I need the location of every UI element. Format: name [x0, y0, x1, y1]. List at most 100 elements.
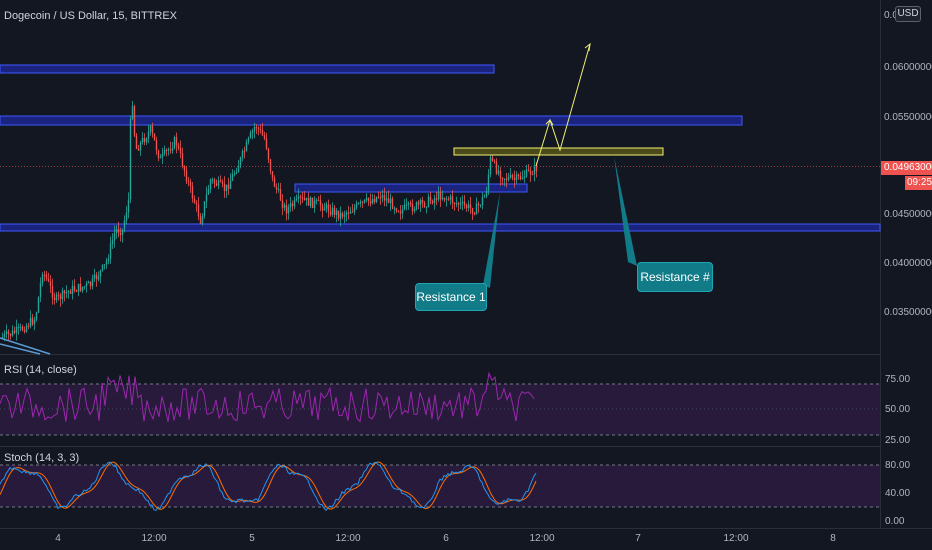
candle-body: [109, 243, 112, 259]
candle-body: [329, 211, 332, 215]
candle-body: [177, 145, 180, 148]
candle-body: [527, 169, 530, 171]
candle-body: [491, 157, 494, 161]
time-label: 12:00: [723, 533, 749, 544]
candle-body: [279, 189, 282, 201]
candle-body: [145, 138, 148, 143]
candle-body: [223, 183, 226, 192]
candle-body: [149, 125, 152, 132]
price-tick: 0.04500000: [884, 209, 932, 220]
candle-body: [351, 211, 354, 213]
candle-body: [47, 278, 50, 282]
candle-body: [127, 199, 130, 213]
projection-path[interactable]: [535, 43, 591, 167]
candle-body: [95, 274, 98, 280]
candle-body: [157, 150, 160, 159]
candle-body: [375, 196, 378, 203]
candle-body: [421, 200, 424, 203]
candle-body: [417, 202, 420, 205]
candle-body: [203, 201, 206, 216]
candle-body: [21, 326, 24, 331]
candle-body: [281, 200, 284, 208]
candle-body: [295, 198, 298, 200]
candle-body: [271, 171, 274, 178]
candle-body: [261, 130, 264, 136]
candle-body: [327, 204, 330, 212]
candle-body: [89, 281, 92, 287]
candle-body: [395, 208, 398, 212]
callout-resistance-1[interactable]: Resistance 1: [415, 283, 487, 311]
stoch-legend[interactable]: Stoch (14, 3, 3): [4, 452, 80, 464]
candle-body: [51, 286, 54, 298]
time-label: 12:00: [335, 533, 361, 544]
zone-top[interactable]: [0, 64, 495, 74]
candle-body: [123, 220, 126, 230]
trend-line-1[interactable]: [0, 337, 51, 355]
candle-body: [113, 233, 116, 241]
currency-button[interactable]: USD: [895, 6, 921, 22]
candle-body: [119, 232, 122, 235]
candle-body: [273, 177, 276, 187]
candle-body: [411, 203, 414, 212]
candle-body: [235, 172, 238, 174]
candle-body: [437, 191, 440, 200]
candle-body: [199, 216, 202, 224]
candle-body: [481, 197, 484, 206]
candle-body: [369, 201, 372, 204]
time-label: 7: [635, 533, 641, 544]
candle-body: [23, 330, 26, 332]
candle-body: [533, 165, 536, 175]
candle-body: [377, 196, 380, 198]
rsi-legend[interactable]: RSI (14, close): [4, 364, 77, 376]
zone-bottom[interactable]: [0, 223, 881, 232]
candle-body: [179, 147, 182, 154]
candle-body: [467, 204, 470, 209]
stoch-tick: 0.00: [885, 516, 905, 527]
candle-body: [499, 170, 502, 178]
candle-body: [253, 126, 256, 132]
candle-body: [65, 292, 68, 294]
candle-body: [305, 197, 308, 200]
candle-body: [413, 209, 416, 212]
callout-resistance-2[interactable]: Resistance #: [637, 262, 713, 292]
candle-body: [215, 183, 218, 186]
candle-body: [323, 208, 326, 211]
candle-body: [155, 140, 158, 151]
trend-line-2[interactable]: [0, 343, 41, 355]
candle-body: [399, 211, 402, 214]
candle-body: [75, 290, 78, 292]
candlestick-series: [1, 100, 538, 342]
stoch-tick: 40.00: [885, 488, 911, 499]
candle-body: [477, 203, 480, 206]
candle-body: [73, 286, 76, 291]
candle-body: [391, 198, 394, 209]
candle-body: [1, 337, 4, 339]
candle-body: [175, 137, 178, 146]
candle-body: [233, 173, 236, 175]
candle-body: [267, 148, 270, 160]
price-tick-top-partial: 0.0: [884, 10, 898, 21]
candle-body: [243, 150, 246, 152]
candle-body: [15, 327, 18, 334]
candle-body: [181, 153, 184, 167]
candle-body: [497, 170, 500, 174]
candle-body: [469, 204, 472, 209]
candle-body: [513, 177, 516, 180]
candle-body: [343, 215, 346, 217]
price-tick: 0.04000000: [884, 258, 932, 269]
candle-body: [339, 213, 342, 219]
candle-body: [283, 204, 286, 208]
candle-body: [521, 177, 524, 180]
symbol-title[interactable]: Dogecoin / US Dollar, 15, BITTREX: [4, 10, 178, 22]
zone-middle[interactable]: [294, 183, 528, 193]
candle-body: [317, 200, 320, 202]
zone-upper[interactable]: [0, 115, 743, 126]
candle-body: [493, 160, 496, 162]
candle-body: [125, 212, 128, 221]
candle-body: [383, 195, 386, 201]
candle-body: [255, 126, 258, 129]
candle-body: [465, 205, 468, 209]
zone-yellow-resistance[interactable]: [453, 147, 664, 156]
price-tick: 0.05500000: [884, 112, 932, 123]
